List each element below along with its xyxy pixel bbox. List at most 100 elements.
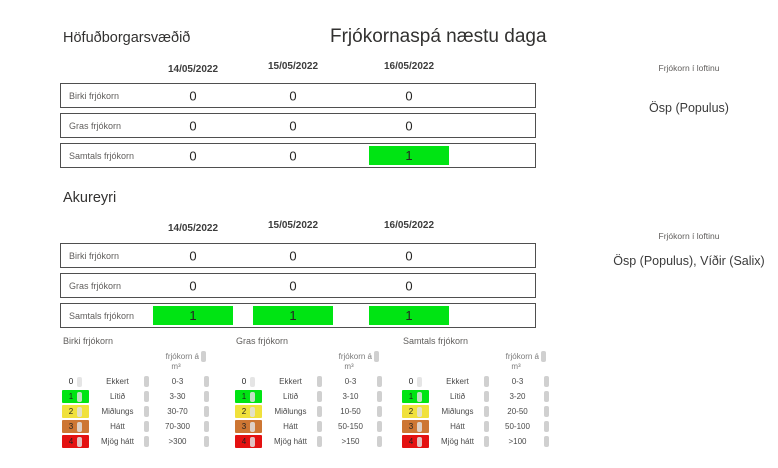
pollen-value-cell-highlighted[interactable]: 1 <box>253 306 333 325</box>
legend-level-range: >150 <box>324 436 382 447</box>
legend-level-range: 0-3 <box>491 376 549 387</box>
table-row-birki: Birki frjókorn 0 0 0 <box>60 243 536 268</box>
legend-title: Gras frjókorn <box>236 336 289 346</box>
legend-row: 4 Mjög hátt >100 <box>402 434 552 449</box>
legend-level-range: 50-100 <box>491 421 549 432</box>
legend-level-name: Mjög hátt <box>91 436 149 447</box>
pollen-value-cell[interactable]: 0 <box>189 248 197 263</box>
row-label: Samtals frjókorn <box>69 310 135 321</box>
bar-indicator <box>77 406 83 417</box>
legend-level-swatch: 2 <box>235 405 262 418</box>
bar-indicator <box>484 376 489 387</box>
table-row-gras: Gras frjókorn 0 0 0 <box>60 273 536 298</box>
legend-level-range: >300 <box>151 436 209 447</box>
pollen-value-cell[interactable]: 0 <box>405 248 413 263</box>
pollen-value-cell[interactable]: 0 <box>289 88 297 103</box>
legend-row: 2 Miðlungs 10-50 <box>235 404 385 419</box>
legend-level-swatch: 1 <box>62 390 89 403</box>
bar-indicator <box>417 391 423 402</box>
bar-indicator <box>377 376 382 387</box>
pollen-in-air-label: Frjókorn í loftinu <box>658 231 720 241</box>
bar-indicator <box>144 436 149 447</box>
legend-level-swatch: 0 <box>235 375 262 388</box>
table-row-gras: Gras frjókorn 0 0 0 <box>60 113 536 138</box>
bar-indicator <box>204 391 209 402</box>
pollen-value-cell[interactable]: 0 <box>289 118 297 133</box>
legend-level-range: 3-20 <box>491 391 549 402</box>
legend-level-swatch: 3 <box>402 420 429 433</box>
legend-level-name: Miðlungs <box>91 406 149 417</box>
section-title-hofudborgarsvaedid: Höfuðborgarsvæðið <box>63 30 191 46</box>
bar-indicator <box>77 436 83 447</box>
bar-indicator <box>544 376 549 387</box>
legend-level-name: Hátt <box>91 421 149 432</box>
legend-level-name: Hátt <box>431 421 489 432</box>
bar-indicator <box>377 436 382 447</box>
bar-indicator <box>484 391 489 402</box>
legend-level-name: Mjög hátt <box>431 436 489 447</box>
date-header: 14/05/2022 <box>167 64 219 75</box>
pollen-value-cell[interactable]: 0 <box>189 148 197 163</box>
section-title-akureyri: Akureyri <box>63 190 117 206</box>
legend-row: 1 Lítið 3-20 <box>402 389 552 404</box>
bar-indicator <box>250 391 256 402</box>
bar-indicator <box>377 406 382 417</box>
pollen-value-cell-highlighted[interactable]: 1 <box>369 306 449 325</box>
pollen-value-cell-highlighted[interactable]: 1 <box>153 306 233 325</box>
page-title: Frjókornaspá næstu daga <box>330 26 547 47</box>
bar-indicator <box>417 376 423 387</box>
pollen-value-cell[interactable]: 0 <box>189 88 197 103</box>
bar-indicator <box>544 421 549 432</box>
bar-indicator <box>374 351 379 362</box>
legend-level-swatch: 3 <box>235 420 262 433</box>
pollen-value-cell-highlighted[interactable]: 1 <box>369 146 449 165</box>
table-row-samtals: Samtals frjókorn 0 0 1 <box>60 143 536 168</box>
legend-unit-header: frjókorn á <box>299 351 379 362</box>
bar-indicator <box>417 406 423 417</box>
pollen-value-cell[interactable]: 0 <box>405 278 413 293</box>
pollen-value-cell[interactable]: 0 <box>189 278 197 293</box>
bar-indicator <box>317 376 322 387</box>
pollen-value-cell[interactable]: 0 <box>289 278 297 293</box>
bar-indicator <box>144 421 149 432</box>
legend-level-range: 0-3 <box>151 376 209 387</box>
legend-level-range: 50-150 <box>324 421 382 432</box>
pollen-value-cell[interactable]: 0 <box>189 118 197 133</box>
legend-level-range: 3-10 <box>324 391 382 402</box>
legend-row: 4 Mjög hátt >150 <box>235 434 385 449</box>
legend-level-name: Mjög hátt <box>264 436 322 447</box>
legend-unit-header: frjókorn á <box>466 351 546 362</box>
bar-indicator <box>204 436 209 447</box>
legend-level-name: Ekkert <box>431 376 489 387</box>
legend-level-range: 3-30 <box>151 391 209 402</box>
legend-level-name: Hátt <box>264 421 322 432</box>
pollen-value-cell[interactable]: 0 <box>405 118 413 133</box>
pollen-in-air-label: Frjókorn í loftinu <box>658 63 720 73</box>
bar-indicator <box>204 406 209 417</box>
row-label: Birki frjókorn <box>69 90 120 101</box>
date-header: 16/05/2022 <box>383 220 435 231</box>
date-header: 14/05/2022 <box>167 223 219 234</box>
bar-indicator <box>250 376 256 387</box>
bar-indicator <box>317 406 322 417</box>
bar-indicator <box>417 436 423 447</box>
pollen-value-cell[interactable]: 0 <box>405 88 413 103</box>
legend-level-swatch: 0 <box>62 375 89 388</box>
legend-unit-sub: m³ <box>344 362 354 371</box>
table-row-samtals: Samtals frjókorn 1 1 1 <box>60 303 536 328</box>
legend-level-range: 0-3 <box>324 376 382 387</box>
legend-row: 4 Mjög hátt >300 <box>62 434 212 449</box>
legend-level-name: Lítið <box>91 391 149 402</box>
date-header: 16/05/2022 <box>383 61 435 72</box>
pollen-value-cell[interactable]: 0 <box>289 148 297 163</box>
legend-row: 2 Miðlungs 30-70 <box>62 404 212 419</box>
legend-level-range: 30-70 <box>151 406 209 417</box>
legend-row: 3 Hátt 50-150 <box>235 419 385 434</box>
bar-indicator <box>544 391 549 402</box>
legend-level-range: 10-50 <box>324 406 382 417</box>
bar-indicator <box>484 421 489 432</box>
pollen-value-cell[interactable]: 0 <box>289 248 297 263</box>
legend-level-swatch: 0 <box>402 375 429 388</box>
legend-row: 0 Ekkert 0-3 <box>402 374 552 389</box>
legend-unit-sub: m³ <box>511 362 521 371</box>
